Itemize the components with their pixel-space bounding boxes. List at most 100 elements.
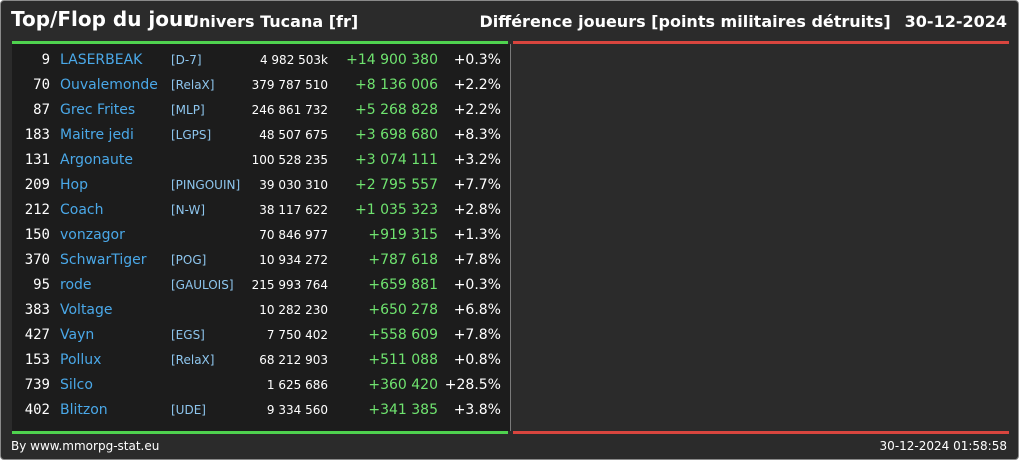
player-name-link[interactable]: LASERBEAK: [60, 52, 143, 68]
table-row: 212 Coach [N-W] 38 117 622 +1 035 323 +2.8%: [12, 198, 510, 223]
points-difference: +659 881: [368, 277, 438, 293]
table-row: 70 Ouvalemonde [RelaX] 379 787 510 +8 136 00…: [12, 73, 510, 98]
percent-change: +1.3%: [453, 227, 501, 243]
player-rank: 209: [24, 177, 50, 193]
player-points: 10 934 272: [259, 253, 328, 267]
generated-timestamp: 30-12-2024 01:58:58: [879, 439, 1007, 453]
table-row: 383 Voltage 10 282 230 +650 278 +6.8%: [12, 298, 510, 323]
points-difference: +787 618: [368, 252, 438, 268]
page-title: Top/Flop du jour: [11, 7, 194, 31]
points-difference: +3 698 680: [355, 127, 438, 143]
player-name-link[interactable]: Argonaute: [60, 152, 133, 168]
player-rank: 383: [24, 302, 50, 318]
player-name-link[interactable]: Voltage: [60, 302, 113, 318]
player-points: 7 750 402: [266, 328, 328, 342]
player-points: 9 334 560: [266, 403, 328, 417]
player-name-link[interactable]: Blitzon: [60, 402, 108, 418]
player-rank: 87: [33, 102, 50, 118]
alliance-tag-link[interactable]: [EGS]: [171, 328, 205, 342]
percent-change: +28.5%: [444, 377, 501, 393]
player-rank: 9: [41, 52, 50, 68]
site-credit: By www.mmorpg-stat.eu: [11, 439, 160, 453]
player-points: 70 846 977: [259, 228, 328, 242]
table-row: 150 vonzagor 70 846 977 +919 315 +1.3%: [12, 223, 510, 248]
player-rank: 370: [24, 252, 50, 268]
player-rank: 131: [24, 152, 50, 168]
player-rank: 150: [24, 227, 50, 243]
player-points: 246 861 732: [251, 103, 328, 117]
alliance-tag-link[interactable]: [GAULOIS]: [171, 278, 234, 292]
percent-change: +0.3%: [453, 277, 501, 293]
alliance-tag-link[interactable]: [POG]: [171, 253, 207, 267]
points-difference: +511 088: [368, 352, 438, 368]
points-difference: +341 385: [368, 402, 438, 418]
player-rank: 95: [33, 277, 50, 293]
player-points: 39 030 310: [259, 178, 328, 192]
flop-players-panel: [511, 44, 1009, 431]
points-difference: +558 609: [368, 327, 438, 343]
table-row: 370 SchwarTiger [POG] 10 934 272 +787 618 +7.…: [12, 248, 510, 273]
header-right: Différence joueurs [points militaires dé…: [479, 12, 1007, 31]
alliance-tag-link[interactable]: [N-W]: [171, 203, 206, 217]
points-difference: +3 074 111: [355, 152, 438, 168]
player-points: 48 507 675: [259, 128, 328, 142]
percent-change: +7.8%: [453, 252, 501, 268]
top-accent-bar-bottom: [12, 431, 508, 434]
player-rank: 212: [24, 202, 50, 218]
player-name-link[interactable]: Ouvalemonde: [60, 77, 158, 93]
points-difference: +919 315: [368, 227, 438, 243]
player-name-link[interactable]: Maitre jedi: [60, 127, 134, 143]
player-points: 4 982 503k: [259, 53, 328, 67]
player-points: 215 993 764: [251, 278, 328, 292]
alliance-tag-link[interactable]: [RelaX]: [171, 78, 215, 92]
player-rank: 183: [24, 127, 50, 143]
player-name-link[interactable]: Pollux: [60, 352, 102, 368]
alliance-tag-link[interactable]: [PINGOUIN]: [171, 178, 241, 192]
points-difference: +8 136 006: [355, 77, 438, 93]
table-row: 87 Grec Frites [MLP] 246 861 732 +5 268 828 +…: [12, 98, 510, 123]
top-accent-bar: [12, 41, 508, 44]
alliance-tag-link[interactable]: [LGPS]: [171, 128, 212, 142]
table-row: 153 Pollux [RelaX] 68 212 903 +511 088 +0.8%: [12, 348, 510, 373]
player-name-link[interactable]: Hop: [60, 177, 88, 193]
player-name-link[interactable]: SchwarTiger: [60, 252, 147, 268]
flop-accent-bar-bottom: [513, 431, 1009, 434]
metric-label: Différence joueurs [points militaires dé…: [479, 12, 891, 31]
percent-change: +0.3%: [453, 52, 501, 68]
player-name-link[interactable]: Grec Frites: [60, 102, 136, 118]
percent-change: +6.8%: [453, 302, 501, 318]
player-rank: 402: [24, 402, 50, 418]
table-row: 9 LASERBEAK [D-7] 4 982 503k +14 900 380 +0.3…: [12, 48, 510, 73]
player-name-link[interactable]: Coach: [60, 202, 104, 218]
player-name-link[interactable]: rode: [60, 277, 92, 293]
player-name-link[interactable]: vonzagor: [60, 227, 125, 243]
player-points: 10 282 230: [259, 303, 328, 317]
points-difference: +5 268 828: [355, 102, 438, 118]
alliance-tag-link[interactable]: [RelaX]: [171, 353, 215, 367]
flop-accent-bar: [513, 41, 1009, 44]
player-points: 38 117 622: [259, 203, 328, 217]
table-row: 95 rode [GAULOIS] 215 993 764 +659 881 +0.3%: [12, 273, 510, 298]
points-difference: +2 795 557: [355, 177, 438, 193]
table-row: 427 Vayn [EGS] 7 750 402 +558 609 +7.8%: [12, 323, 510, 348]
points-difference: +360 420: [368, 377, 438, 393]
player-name-link[interactable]: Vayn: [60, 327, 95, 343]
points-difference: +14 900 380: [346, 52, 438, 68]
percent-change: +8.3%: [453, 127, 501, 143]
player-name-link[interactable]: Silco: [60, 377, 93, 393]
table-row: 131 Argonaute 100 528 235 +3 074 111 +3.2%: [12, 148, 510, 173]
player-points: 100 528 235: [251, 153, 328, 167]
percent-change: +7.7%: [453, 177, 501, 193]
player-points: 68 212 903: [259, 353, 328, 367]
alliance-tag-link[interactable]: [D-7]: [171, 53, 202, 67]
player-rank: 739: [24, 377, 50, 393]
table-row: 739 Silco 1 625 686 +360 420 +28.5%: [12, 373, 510, 398]
percent-change: +2.2%: [453, 102, 501, 118]
player-points: 379 787 510: [251, 78, 328, 92]
percent-change: +0.8%: [453, 352, 501, 368]
alliance-tag-link[interactable]: [MLP]: [171, 103, 205, 117]
points-difference: +650 278: [368, 302, 438, 318]
points-difference: +1 035 323: [355, 202, 438, 218]
alliance-tag-link[interactable]: [UDE]: [171, 403, 206, 417]
